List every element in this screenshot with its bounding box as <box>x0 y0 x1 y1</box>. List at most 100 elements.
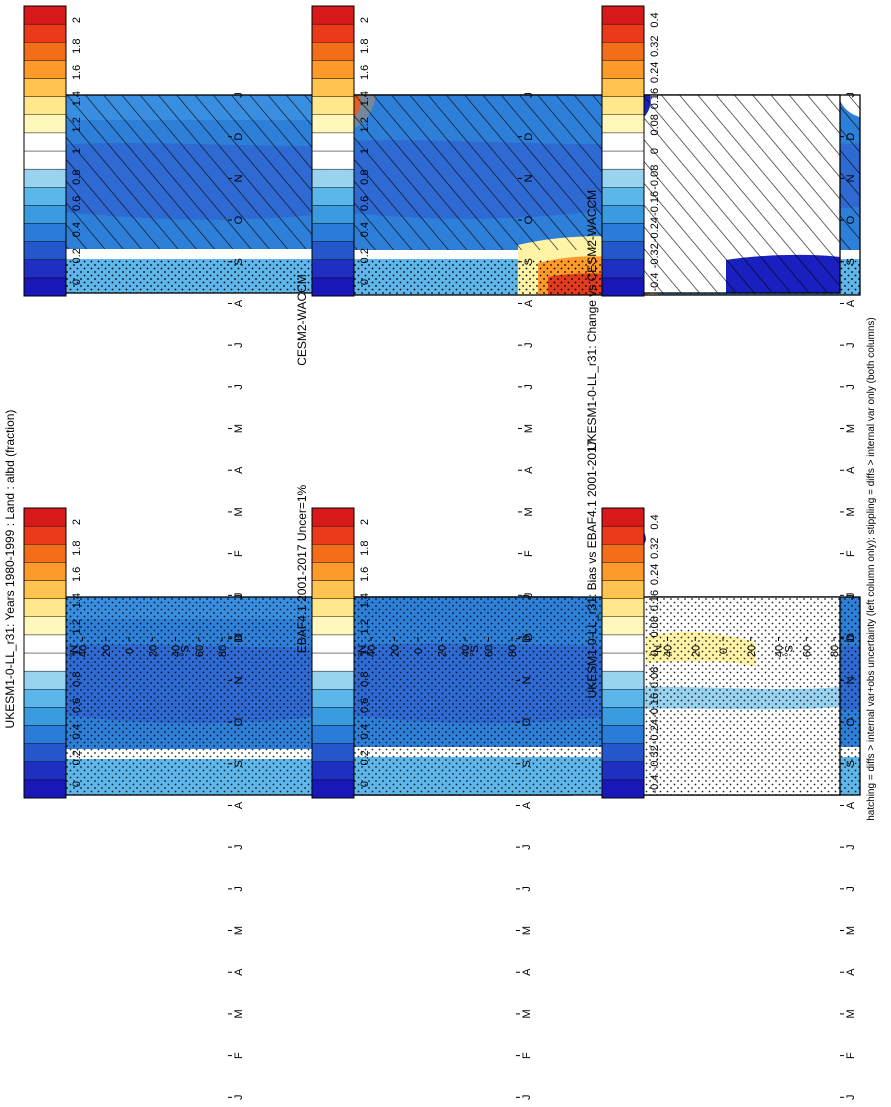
colorbar-tick-label: -0.4 <box>649 775 661 794</box>
x-tick-label: J <box>233 1095 245 1101</box>
colorbar-segment <box>23 223 67 242</box>
colorbar-segment <box>601 5 645 25</box>
colorbar-segment <box>601 707 645 726</box>
colorbar-segment <box>23 598 67 617</box>
colorbar-tick-label: 0.6 <box>71 698 83 713</box>
x-tick-label: A <box>523 299 535 307</box>
colorbar-segment <box>601 78 645 97</box>
colorbar-segment <box>601 42 645 61</box>
colorbar-tick-label: 1.2 <box>359 619 371 634</box>
colorbar-tick-label: 0.4 <box>649 514 661 529</box>
x-tick-label: J <box>845 593 857 599</box>
x-tick-label: O <box>845 215 857 224</box>
colorbar-segment <box>311 779 355 799</box>
colorbar-tick-label: 0.16 <box>649 88 661 109</box>
x-tick-label: J <box>523 92 535 98</box>
colorbar-segment <box>601 205 645 224</box>
colorbar-segment <box>23 544 67 563</box>
colorbar-segment <box>23 96 67 115</box>
panel-title: CESM2-WACCM <box>295 274 309 366</box>
colorbar-segment <box>311 96 355 115</box>
x-tick-label: A <box>845 801 857 809</box>
colorbar-segment <box>601 114 645 134</box>
colorbar-segment <box>311 78 355 97</box>
x-tick-label: J <box>523 342 535 348</box>
colorbar-segment <box>23 187 67 206</box>
x-tick-label: S <box>233 760 245 767</box>
colorbar-tick-label: 2 <box>359 519 371 525</box>
colorbar-segment <box>311 634 355 654</box>
colorbar-segment <box>311 223 355 242</box>
colorbar-segment <box>23 507 67 527</box>
x-tick-label: N <box>845 676 857 684</box>
x-tick-label: D <box>233 633 245 641</box>
colorbar-tick-label: 0.8 <box>359 672 371 687</box>
colorbar-p3: 2 1.8 1.6 1.4 1.2 1 0.8 0.6 0.4 0.2 0 <box>311 5 371 297</box>
y-tick-label: 40 <box>366 645 378 657</box>
colorbar-tick-label: 0.4 <box>71 724 83 739</box>
x-tick-label: N <box>523 174 535 182</box>
colorbar-tick-label: 2 <box>359 17 371 23</box>
x-tick-label: J <box>521 886 533 892</box>
colorbar-segment <box>311 168 355 188</box>
hemisphere-label-north: °N <box>69 645 81 657</box>
axis-labels-p4: DJFMAMJJASONDJ80604020020406080°N°S <box>516 594 533 1101</box>
x-tick-label: J <box>521 594 533 600</box>
x-tick-label: F <box>845 550 857 557</box>
colorbar-segment <box>311 616 355 636</box>
x-tick-label: O <box>521 717 533 726</box>
x-tick-label: A <box>521 801 533 809</box>
colorbar-tick-label: -0.08 <box>649 667 661 692</box>
x-tick-label: J <box>233 886 245 892</box>
colorbar-segment <box>23 168 67 188</box>
colorbar-segment <box>601 670 645 690</box>
colorbar-segment <box>311 205 355 224</box>
x-tick-label: M <box>233 424 245 433</box>
hemisphere-label-north: °N <box>357 645 369 657</box>
colorbar-segment <box>23 42 67 61</box>
colorbar-tick-label: 0.6 <box>359 698 371 713</box>
colorbar-segment <box>311 5 355 25</box>
x-tick-label: A <box>845 968 857 976</box>
x-tick-label: S <box>845 258 857 265</box>
y-tick-label: 40 <box>78 645 90 657</box>
y-tick-label: 0 <box>718 648 730 654</box>
x-tick-label: M <box>233 507 245 516</box>
x-tick-label: A <box>233 801 245 809</box>
hatching <box>606 95 840 293</box>
colorbar-segment <box>311 150 355 170</box>
colorbar-segment <box>23 277 67 297</box>
colorbar-tick-label: -0.24 <box>649 217 661 242</box>
colorbar-segment <box>23 5 67 25</box>
x-tick-label: O <box>233 717 245 726</box>
colorbar-tick-label: 1.8 <box>359 39 371 54</box>
colorbar-tick-label: -0.16 <box>649 693 661 718</box>
colorbar-tick-label: 0.8 <box>71 170 83 185</box>
colorbar-tick-label: 1 <box>359 148 371 154</box>
colorbar-tick-label: 0.08 <box>649 616 661 637</box>
x-tick-label: J <box>521 1095 533 1101</box>
colorbar-p5: 0.4 0.32 0.24 0.16 0.08 0 -0.08-0.16-0.24-0.32… <box>601 5 661 297</box>
colorbar-segment <box>601 779 645 799</box>
colorbar-segment <box>311 580 355 599</box>
x-tick-label: D <box>845 133 857 141</box>
colorbar-segment <box>311 707 355 726</box>
colorbar-segment <box>601 761 645 781</box>
x-tick-label: S <box>521 760 533 767</box>
x-tick-label: M <box>845 507 857 516</box>
y-tick-label: 20 <box>101 645 113 657</box>
colorbar-tick-label: 1.2 <box>71 117 83 132</box>
colorbar-tick-label: 1.6 <box>359 65 371 80</box>
colorbar-segment <box>601 689 645 708</box>
colorbar-tick-label: 0.08 <box>649 114 661 135</box>
y-tick-label: 60 <box>194 645 206 657</box>
colorbar-tick-label: 0 <box>649 650 661 656</box>
colorbar-segment <box>23 670 67 690</box>
colorbar-segment <box>311 507 355 527</box>
colorbar-segment <box>311 544 355 563</box>
x-tick-label: D <box>233 133 245 141</box>
x-tick-label: A <box>233 466 245 474</box>
colorbar-tick-label: 1.8 <box>71 541 83 556</box>
colorbar-segment <box>601 187 645 206</box>
x-tick-label: A <box>845 299 857 307</box>
